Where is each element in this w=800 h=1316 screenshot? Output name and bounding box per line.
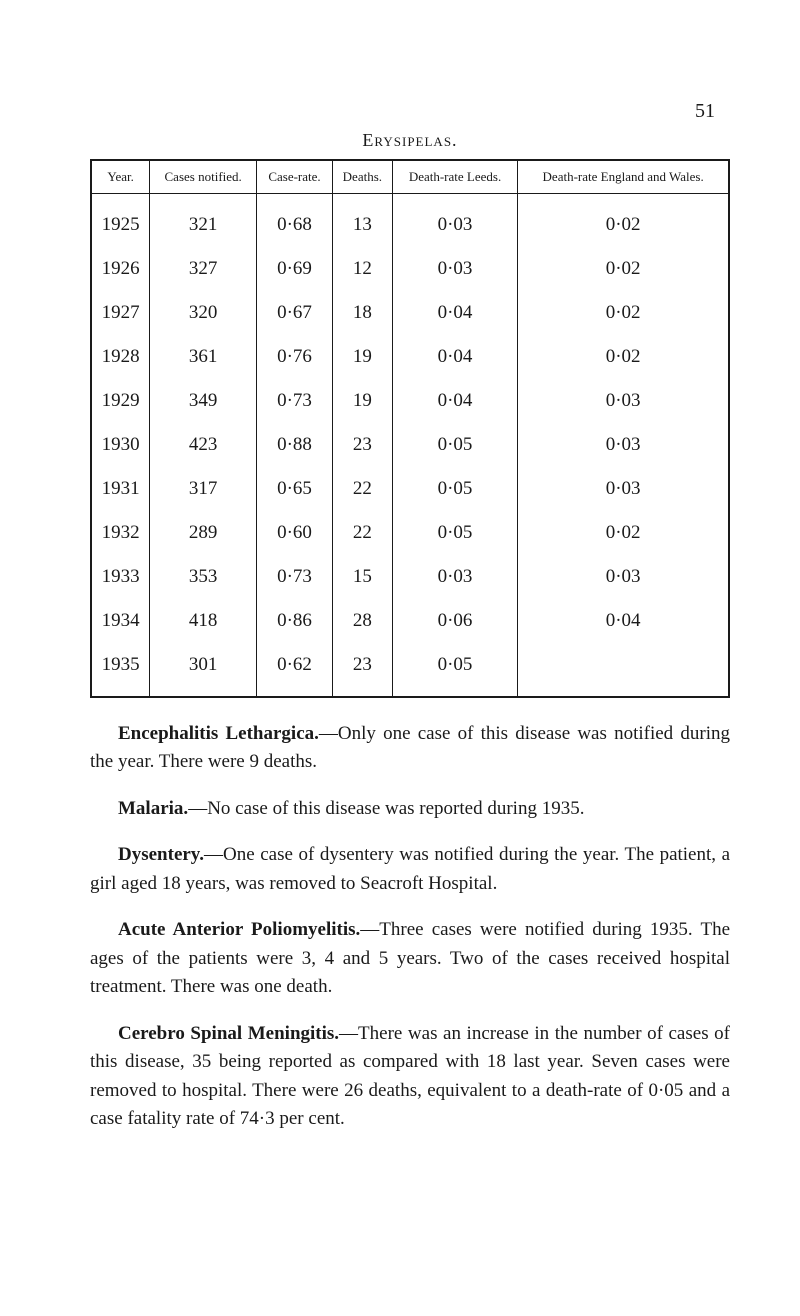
table-cell: 0·05 (392, 643, 517, 697)
table-cell: 19 (332, 335, 392, 379)
table-title: Erysipelas. (90, 130, 730, 151)
col-year: Year. (91, 160, 150, 193)
table-cell: 321 (150, 193, 257, 247)
table-cell: 0·03 (518, 379, 729, 423)
table-cell: 1934 (91, 599, 150, 643)
table-cell: 0·02 (518, 247, 729, 291)
table-cell: 1926 (91, 247, 150, 291)
body-paragraph: Malaria.—No case of this disease was rep… (90, 795, 730, 824)
table-cell: 301 (150, 643, 257, 697)
table-cell: 0·02 (518, 291, 729, 335)
col-deathrate-leeds: Death-rate Leeds. (392, 160, 517, 193)
table-cell: 418 (150, 599, 257, 643)
table-cell: 0·03 (518, 423, 729, 467)
table-cell: 0·88 (257, 423, 333, 467)
erysipelas-table: Year. Cases notified. Case-rate. Deaths.… (90, 159, 730, 698)
col-deaths: Deaths. (332, 160, 392, 193)
table-cell: 1928 (91, 335, 150, 379)
col-caserate: Case-rate. (257, 160, 333, 193)
table-cell: 0·04 (392, 379, 517, 423)
table-cell: 23 (332, 643, 392, 697)
table-cell: 0·04 (392, 291, 517, 335)
table-cell: 0·69 (257, 247, 333, 291)
table-row: 19322890·60220·050·02 (91, 511, 729, 555)
table-header-row: Year. Cases notified. Case-rate. Deaths.… (91, 160, 729, 193)
table-cell: 0·04 (392, 335, 517, 379)
table-cell: 320 (150, 291, 257, 335)
paragraph-text: —No case of this disease was reported du… (188, 798, 584, 819)
table-cell: 1927 (91, 291, 150, 335)
table-cell: 0·65 (257, 467, 333, 511)
col-cases: Cases notified. (150, 160, 257, 193)
table-cell: 0·03 (392, 247, 517, 291)
body-paragraph: Acute Anterior Poliomyelitis.—Three case… (90, 916, 730, 1002)
table-row: 19283610·76190·040·02 (91, 335, 729, 379)
paragraph-heading: Cerebro Spinal Meningitis. (118, 1023, 339, 1044)
table-cell: 1932 (91, 511, 150, 555)
table-cell: 1930 (91, 423, 150, 467)
table-row: 19353010·62230·05 (91, 643, 729, 697)
table-cell: 0·73 (257, 379, 333, 423)
table-cell: 22 (332, 467, 392, 511)
table-row: 19333530·73150·030·03 (91, 555, 729, 599)
paragraph-heading: Encephalitis Lethargica. (118, 723, 319, 744)
table-cell: 0·03 (518, 467, 729, 511)
table-cell: 0·05 (392, 423, 517, 467)
body-paragraph: Dysentery.—One case of dysentery was not… (90, 841, 730, 898)
page-number: 51 (695, 100, 715, 123)
table-row: 19253210·68130·030·02 (91, 193, 729, 247)
table-cell: 0·02 (518, 511, 729, 555)
table-cell: 0·86 (257, 599, 333, 643)
table-cell: 0·03 (392, 193, 517, 247)
table-cell: 12 (332, 247, 392, 291)
table-cell: 19 (332, 379, 392, 423)
table-cell: 13 (332, 193, 392, 247)
table-cell: 0·03 (518, 555, 729, 599)
paragraph-heading: Dysentery. (118, 844, 204, 865)
table-cell: 1931 (91, 467, 150, 511)
table-cell: 28 (332, 599, 392, 643)
table-cell: 0·68 (257, 193, 333, 247)
col-deathrate-ew: Death-rate England and Wales. (518, 160, 729, 193)
table-cell: 18 (332, 291, 392, 335)
table-cell: 423 (150, 423, 257, 467)
table-cell: 327 (150, 247, 257, 291)
table-cell: 15 (332, 555, 392, 599)
table-cell: 0·06 (392, 599, 517, 643)
table-cell: 0·05 (392, 511, 517, 555)
table-cell: 0·76 (257, 335, 333, 379)
table-row: 19263270·69120·030·02 (91, 247, 729, 291)
table-cell: 361 (150, 335, 257, 379)
paragraph-heading: Malaria. (118, 798, 188, 819)
table-cell: 23 (332, 423, 392, 467)
table-cell: 0·03 (392, 555, 517, 599)
table-cell: 1933 (91, 555, 150, 599)
table-cell: 349 (150, 379, 257, 423)
table-cell: 353 (150, 555, 257, 599)
table-cell: 0·67 (257, 291, 333, 335)
table-cell: 0·73 (257, 555, 333, 599)
table-row: 19313170·65220·050·03 (91, 467, 729, 511)
table-cell: 0·04 (518, 599, 729, 643)
table-cell: 0·02 (518, 335, 729, 379)
table-cell: 0·62 (257, 643, 333, 697)
table-cell: 0·05 (392, 467, 517, 511)
body-paragraph: Encephalitis Lethargica.—Only one case o… (90, 720, 730, 777)
table-cell: 1925 (91, 193, 150, 247)
table-cell: 317 (150, 467, 257, 511)
table-cell: 0·60 (257, 511, 333, 555)
table-cell: 289 (150, 511, 257, 555)
table-row: 19273200·67180·040·02 (91, 291, 729, 335)
body-paragraph: Cerebro Spinal Meningitis.—There was an … (90, 1020, 730, 1134)
table-cell: 22 (332, 511, 392, 555)
table-cell: 1929 (91, 379, 150, 423)
table-row: 19344180·86280·060·04 (91, 599, 729, 643)
table-cell: 0·02 (518, 193, 729, 247)
table-cell: 1935 (91, 643, 150, 697)
table-cell (518, 643, 729, 697)
paragraph-heading: Acute Anterior Poliomyelitis. (118, 919, 360, 940)
table-row: 19293490·73190·040·03 (91, 379, 729, 423)
table-row: 19304230·88230·050·03 (91, 423, 729, 467)
